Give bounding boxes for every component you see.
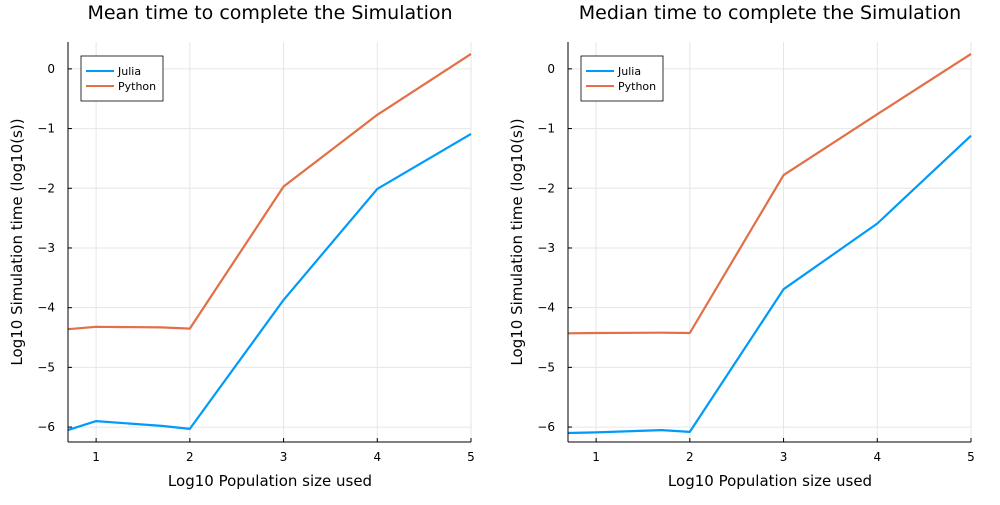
x-ticks: 1 2 3 4 5 [592,438,975,464]
chart-title: Mean time to complete the Simulation [87,2,452,24]
legend-label-python: Python [118,80,156,93]
y-tick-label: −2 [37,181,55,195]
x-tick-label: 2 [686,450,694,464]
chart-title: Median time to complete the Simulation [579,2,961,24]
y-tick-label: −1 [37,122,55,136]
y-tick-label: −6 [37,420,55,434]
chart-mean: Mean time to complete the Simulation 1 2 3… [8,2,475,490]
x-tick-label: 4 [873,450,881,464]
legend-label-python: Python [618,80,656,93]
axes [67,42,471,443]
x-tick-label: 5 [967,450,975,464]
x-axis-label: Log10 Population size used [168,472,372,490]
series-line-python [567,52,972,335]
legend-label-julia: Julia [117,65,141,78]
series-line-julia [567,134,972,435]
x-tick-label: 1 [592,450,600,464]
axes [567,42,971,443]
x-ticks: 1 2 3 4 5 [92,438,475,464]
y-tick-label: −4 [37,301,55,315]
grid [68,42,472,442]
y-axis-label: Log10 Simulation time (log10(s)) [8,118,26,365]
legend: Julia Python [80,55,164,102]
y-tick-label: −4 [537,301,555,315]
y-axis-label: Log10 Simulation time (log10(s)) [508,118,526,365]
chart-median: Median time to complete the Simulation 1… [508,2,975,490]
y-tick-label: −3 [37,241,55,255]
legend: Julia Python [580,55,664,102]
series-group [567,52,972,435]
legend-label-julia: Julia [617,65,641,78]
y-tick-label: −6 [537,420,555,434]
series-group [67,52,472,432]
y-tick-label: −3 [537,241,555,255]
y-ticks: 0 −1 −2 −3 −4 −5 −6 [537,62,572,434]
x-tick-label: 4 [373,450,381,464]
x-tick-label: 3 [780,450,788,464]
series-line-julia [67,132,472,432]
x-axis-label: Log10 Population size used [668,472,872,490]
y-ticks: 0 −1 −2 −3 −4 −5 −6 [37,62,72,434]
y-tick-label: 0 [47,62,55,76]
x-tick-label: 2 [186,450,194,464]
y-tick-label: −1 [537,122,555,136]
x-tick-label: 3 [280,450,288,464]
y-tick-label: −2 [537,181,555,195]
y-tick-label: −5 [537,360,555,374]
legend-box [580,55,664,102]
y-tick-label: 0 [547,62,555,76]
x-tick-label: 1 [92,450,100,464]
series-line-python [67,52,472,331]
legend-box [80,55,164,102]
x-tick-label: 5 [467,450,475,464]
grid [568,42,972,442]
y-tick-label: −5 [37,360,55,374]
